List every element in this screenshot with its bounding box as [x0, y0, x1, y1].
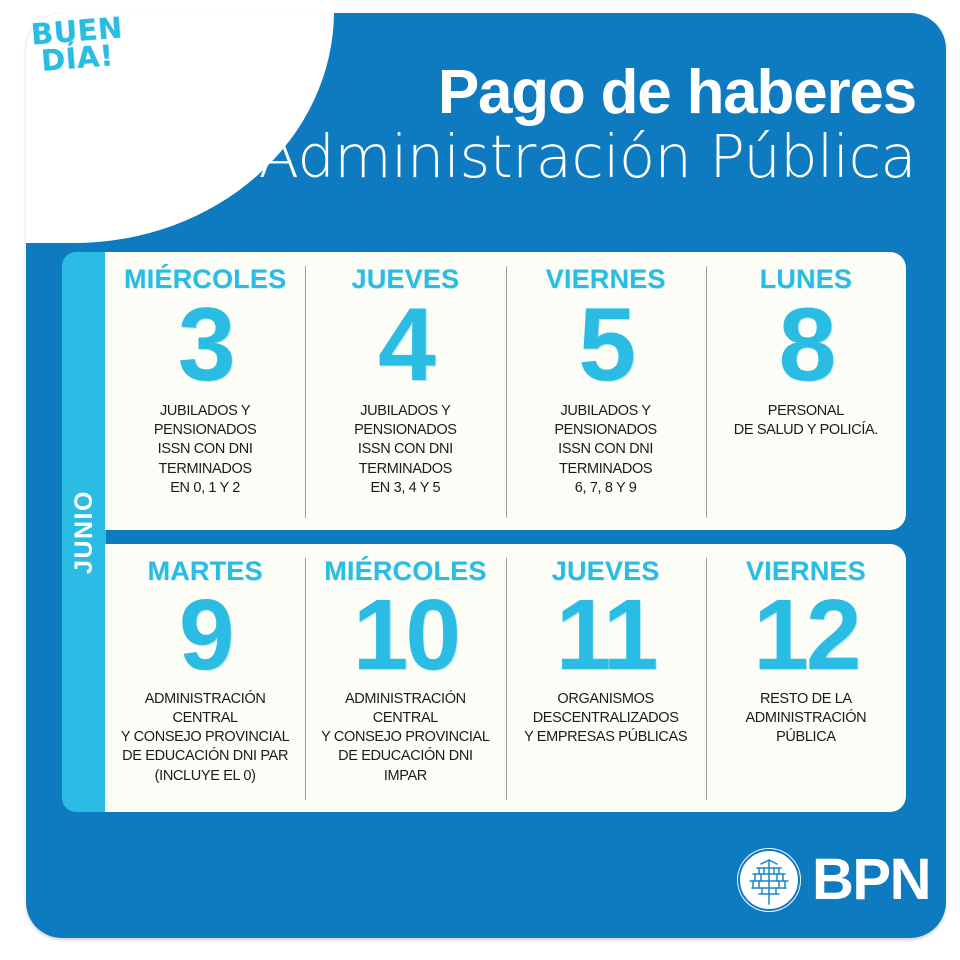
- bpn-tree-icon: [737, 848, 801, 912]
- cell-weekday: VIERNES: [745, 556, 866, 586]
- title-subtitle: Administración Pública: [258, 122, 917, 191]
- calendar-row-1: MIÉRCOLES 3 JUBILADOS Y PENSIONADOS ISSN…: [105, 252, 906, 530]
- calendar-cell[interactable]: JUEVES 4 JUBILADOS Y PENSIONADOS ISSN CO…: [305, 252, 505, 530]
- cell-description: PERSONAL DE SALUD Y POLICÍA.: [733, 403, 879, 439]
- calendar-row-2: MARTES 9 ADMINISTRACIÓN CENTRAL Y CONSEJ…: [105, 544, 906, 812]
- cell-weekday: JUEVES: [551, 556, 660, 586]
- calendar-cell[interactable]: MIÉRCOLES 3 JUBILADOS Y PENSIONADOS ISSN…: [105, 252, 305, 530]
- cell-day-number: 4: [377, 287, 436, 403]
- cell-description: ADMINISTRACIÓN CENTRAL Y CONSEJO PROVINC…: [120, 691, 290, 784]
- cell-day-number: 11: [555, 579, 659, 691]
- cell-weekday: MIÉRCOLES: [324, 556, 487, 586]
- cell-day-number: 3: [177, 287, 236, 403]
- cell-description: ORGANISMOS DESCENTRALIZADOS Y EMPRESAS P…: [524, 691, 688, 746]
- cell-weekday: VIERNES: [545, 264, 666, 294]
- cell-weekday: JUEVES: [351, 264, 460, 294]
- cell-description: JUBILADOS Y PENSIONADOS ISSN CON DNI TER…: [554, 403, 657, 496]
- cell-weekday: MARTES: [147, 556, 263, 586]
- calendar-cell[interactable]: LUNES 8 PERSONAL DE SALUD Y POLICÍA.: [705, 252, 906, 530]
- cell-day-number: 9: [178, 579, 235, 691]
- cell-description: ADMINISTRACIÓN CENTRAL Y CONSEJO PROVINC…: [321, 691, 490, 784]
- bpn-wordmark: BPN: [812, 847, 931, 912]
- cell-weekday: MIÉRCOLES: [123, 264, 287, 294]
- cell-day-number: 8: [778, 287, 836, 403]
- cell-day-number: 5: [578, 287, 636, 403]
- page-title: Pago de haberes Administración Pública: [258, 58, 918, 191]
- cell-description: RESTO DE LA ADMINISTRACIÓN PÚBLICA: [745, 691, 867, 746]
- title-main: Pago de haberes: [437, 58, 917, 127]
- month-rail: JUNIO: [62, 252, 106, 812]
- calendar-cell[interactable]: VIERNES 5 JUBILADOS Y PENSIONADOS ISSN C…: [505, 252, 706, 530]
- calendar-cell[interactable]: JUEVES 11 ORGANISMOS DESCENTRALIZADOS Y …: [505, 544, 706, 812]
- bpn-logo[interactable]: BPN: [737, 847, 931, 912]
- calendar-cell[interactable]: VIERNES 12 RESTO DE LA ADMINISTRACIÓN PÚ…: [705, 544, 906, 812]
- cell-description: JUBILADOS Y PENSIONADOS ISSN CON DNI TER…: [153, 403, 257, 496]
- calendar-cell[interactable]: MARTES 9 ADMINISTRACIÓN CENTRAL Y CONSEJ…: [105, 544, 305, 812]
- calendar-cell[interactable]: MIÉRCOLES 10 ADMINISTRACIÓN CENTRAL Y CO…: [305, 544, 505, 812]
- month-label: JUNIO: [69, 490, 98, 574]
- cell-description: JUBILADOS Y PENSIONADOS ISSN CON DNI TER…: [354, 403, 457, 496]
- cell-weekday: LUNES: [759, 264, 853, 294]
- cell-day-number: 10: [352, 579, 461, 691]
- cell-day-number: 12: [753, 579, 861, 691]
